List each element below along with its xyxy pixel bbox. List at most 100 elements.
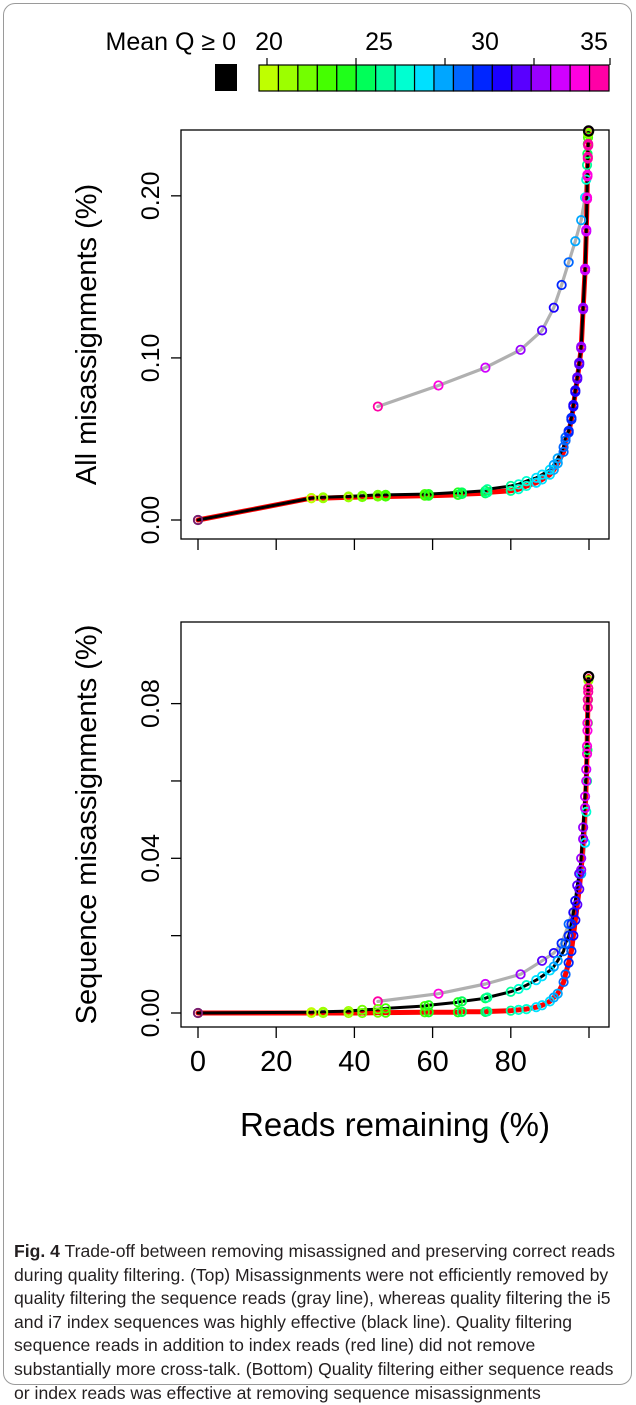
data-point <box>456 487 468 498</box>
series-line-2 <box>195 674 592 1016</box>
data-point <box>423 488 434 500</box>
data-point <box>423 1000 434 1011</box>
data-point <box>419 1000 430 1012</box>
data-point <box>570 895 581 906</box>
series-line-0 <box>376 129 591 409</box>
data-point <box>578 833 589 845</box>
data-point <box>452 487 464 498</box>
data-point <box>343 491 354 502</box>
data-point <box>581 741 593 752</box>
figure-caption: Fig. 4 Trade-off between removing misass… <box>14 1240 618 1405</box>
data-point <box>515 344 526 355</box>
figure-frame <box>3 3 632 1385</box>
data-point <box>480 362 491 373</box>
data-point <box>536 955 548 966</box>
x-tick-label: 20 <box>260 1046 292 1078</box>
data-point <box>452 997 464 1008</box>
data-point <box>357 1007 368 1019</box>
data-point <box>552 955 563 966</box>
data-point-mean-q0 <box>582 670 595 683</box>
x-tick-label: 60 <box>416 1046 448 1078</box>
legend-swatch-14 <box>530 64 552 92</box>
data-point <box>192 514 204 526</box>
legend-mean-q-label: Mean Q ≥ 0 <box>106 28 236 56</box>
data-point <box>456 996 468 1007</box>
data-point <box>536 325 548 336</box>
data-point <box>357 490 368 501</box>
legend-swatch-3 <box>316 64 338 92</box>
data-point <box>563 257 574 268</box>
data-point <box>552 988 563 999</box>
legend-swatch-8 <box>413 64 435 92</box>
data-point <box>318 492 329 503</box>
data-point <box>536 474 548 485</box>
x-tick-label: 40 <box>338 1046 370 1078</box>
plot-frame <box>180 129 610 540</box>
data-point <box>576 341 587 352</box>
data-point <box>563 930 574 941</box>
legend-swatch-17 <box>588 64 610 92</box>
data-point <box>579 802 591 814</box>
data-point <box>306 493 317 504</box>
data-point <box>574 357 585 368</box>
caption-text: Trade-off between removing misassigned a… <box>14 1241 616 1403</box>
legend-color-scale <box>258 64 610 92</box>
x-tick-label: 80 <box>495 1046 527 1078</box>
y-tick-label: 0.10 <box>137 334 165 383</box>
data-point <box>566 412 577 423</box>
data-point <box>433 988 444 999</box>
data-point <box>452 1007 464 1018</box>
data-point <box>563 957 574 968</box>
x-axis-label: Reads remaining (%) <box>240 1106 550 1143</box>
data-point <box>568 399 579 411</box>
data-point <box>433 380 444 391</box>
data-point <box>456 1006 468 1017</box>
legend-swatch-10 <box>452 64 474 92</box>
data-point <box>531 1002 542 1013</box>
data-point <box>521 475 532 487</box>
data-point <box>568 907 579 918</box>
data-point <box>563 425 574 436</box>
data-point <box>558 441 569 453</box>
legend-swatch-2 <box>297 64 318 92</box>
legend-swatch-12 <box>491 64 513 92</box>
y-tick-label: 0.08 <box>137 679 165 728</box>
data-point <box>579 263 591 274</box>
data-point <box>515 969 526 980</box>
data-point <box>558 446 569 458</box>
legend-tick-label-25: 25 <box>365 28 393 56</box>
data-point <box>583 138 594 150</box>
data-point <box>581 224 592 235</box>
data-point <box>560 969 571 980</box>
data-point <box>572 880 583 891</box>
data-point <box>513 983 524 995</box>
data-point <box>570 385 581 396</box>
data-point <box>583 683 594 694</box>
data-point <box>574 868 585 879</box>
plot-frame <box>180 621 610 1028</box>
data-point <box>576 215 587 226</box>
legend-swatch-4 <box>336 64 357 92</box>
data-point <box>192 1007 204 1019</box>
data-point <box>357 1004 368 1016</box>
data-point <box>482 992 493 1003</box>
data-point <box>536 1000 548 1011</box>
data-point <box>536 469 548 480</box>
data-point <box>548 947 559 959</box>
data-point <box>581 764 592 775</box>
legend-tick-label-35: 35 <box>580 28 608 56</box>
caption-label: Fig. 4 <box>14 1241 60 1261</box>
y-tick-label: 0.20 <box>137 171 165 220</box>
data-point <box>372 401 383 412</box>
legend-swatch-16 <box>569 64 591 92</box>
data-point <box>482 484 493 495</box>
data-point <box>578 822 589 833</box>
legend-swatch-1 <box>277 64 299 92</box>
data-point <box>582 151 593 163</box>
data-point <box>536 971 548 982</box>
legend-tick-label-30: 30 <box>471 28 499 56</box>
data-point <box>568 930 579 941</box>
data-point <box>521 1004 532 1015</box>
data-point <box>576 853 587 864</box>
data-point <box>482 487 493 498</box>
